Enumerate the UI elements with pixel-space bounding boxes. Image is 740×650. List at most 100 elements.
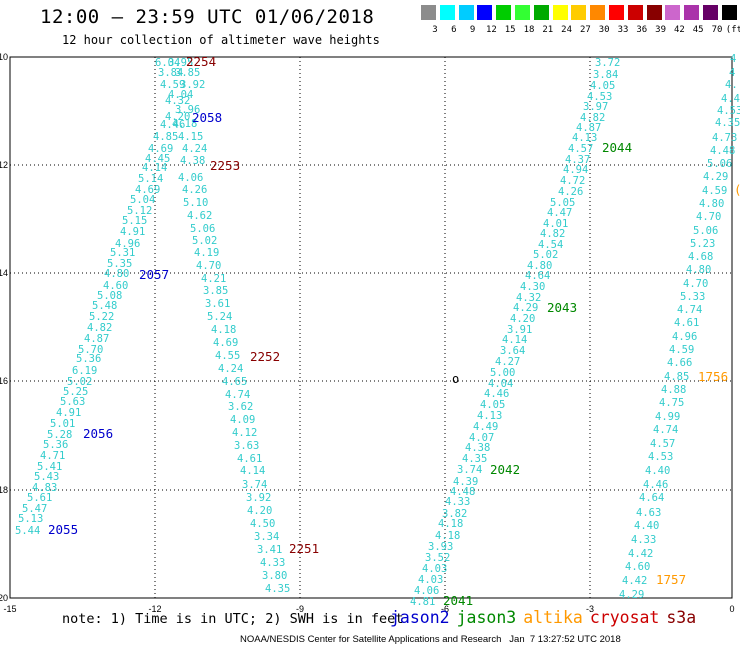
pass-time-label: 1757 [656, 572, 686, 587]
wave-height-value: 5.02 [192, 235, 217, 247]
pass-time-label: 2252 [250, 349, 280, 364]
wave-height-value: 5.63 [60, 396, 85, 408]
color-scale-label: 6 [451, 25, 457, 35]
wave-height-value: 4.13 [572, 132, 597, 144]
pass-time-label: 2055 [48, 522, 78, 537]
wave-height-value: 4.61 [237, 453, 262, 465]
wave-height-value: 5.14 [138, 173, 163, 185]
wave-height-value: 4.53 [648, 451, 673, 463]
color-scale-label: 18 [523, 25, 535, 35]
wave-height-value: 4.26 [558, 186, 583, 198]
color-swatch [590, 5, 606, 20]
wave-height-value: 4.65 [222, 376, 247, 388]
wave-height-value: 4.18 [435, 530, 460, 542]
wave-height-value: 4.29 [703, 171, 728, 183]
wave-height-value: 5.41 [37, 461, 62, 473]
longitude-tick-label: -15 [3, 604, 16, 614]
latitude-tick-label: 20 [0, 593, 8, 603]
wave-height-value: 3.92 [246, 492, 271, 504]
pass-time-label: 2042 [490, 462, 520, 477]
wave-height-value: 4.96 [672, 331, 697, 343]
wave-height-value: 4.85 [153, 131, 178, 143]
wave-height-value: 5.28 [47, 429, 72, 441]
wave-height-value: 4.73 [712, 132, 737, 144]
wave-height-value: 5.00 [490, 367, 515, 379]
wave-height-value: 4.35 [715, 117, 740, 129]
wave-height-value: 4.20 [510, 313, 535, 325]
wave-height-value: 3.85 [203, 285, 228, 297]
wave-height-value: 4.40 [645, 465, 670, 477]
color-scale-label: 30 [598, 25, 610, 35]
wave-height-value: 5.48 [92, 300, 117, 312]
color-swatch [533, 5, 549, 20]
legend-entry: cryosat [589, 608, 660, 627]
wave-height-value: 4.74 [225, 389, 250, 401]
wave-height-value: 3.74 [457, 464, 482, 476]
wave-height-value: 4.37 [565, 154, 590, 166]
wave-height-value: 4.09 [230, 414, 255, 426]
wave-height-value: 4.83 [32, 482, 57, 494]
wave-height-value: 4.35 [265, 583, 290, 595]
cursor-marker: o [452, 372, 459, 386]
wave-height-value: 4.14 [240, 465, 265, 477]
wave-height-value: 4.61 [674, 317, 699, 329]
wave-height-value: 4.99 [655, 411, 680, 423]
wave-height-value: 4.18 [211, 324, 236, 336]
wave-height-value: 4.46 [643, 479, 668, 491]
wave-height-value: 4.03 [418, 574, 443, 586]
wave-height-value: 4.94 [563, 164, 588, 176]
latitude-tick-label: 18 [0, 485, 8, 495]
wave-height-value: 4.62 [187, 210, 212, 222]
wave-height-value: 3.97 [583, 101, 608, 113]
wave-height-value: 4.21 [201, 273, 226, 285]
wave-height-value: 6.04 [155, 57, 180, 69]
wave-height-value: 4.47 [547, 207, 572, 219]
wave-height-value: 4.06 [178, 172, 203, 184]
axis-ticks: -15 -12 -9 -6 -3 0 10 12 14 16 18 20 [0, 52, 735, 614]
wave-height-value: 4 [730, 53, 736, 65]
wave-height-value: 4.60 [103, 280, 128, 292]
wave-height-value: 4.72 [560, 175, 585, 187]
wave-height-value: 5.15 [122, 215, 147, 227]
wave-height-value: 4.07 [469, 432, 494, 444]
wave-height-value: 4.33 [445, 496, 470, 508]
wave-height-value: 4 [729, 67, 735, 79]
wave-height-value: 5.35 [107, 258, 132, 270]
wave-height-value: 3.95 [168, 57, 193, 69]
wave-height-value: 4.49 [473, 421, 498, 433]
longitude-tick-label: -3 [586, 604, 594, 614]
wave-height-value: 4.46 [484, 388, 509, 400]
color-swatch [421, 5, 436, 20]
wave-height-value: 5.22 [89, 311, 114, 323]
wave-height-value: 3.85 [175, 67, 200, 79]
wave-height-value: 6.19 [72, 365, 97, 377]
wave-height-value: 4.38 [180, 155, 205, 167]
lat-lon-grid [10, 57, 732, 598]
wave-height-value: 3.82 [442, 508, 467, 520]
pass-time-label: 2058 [192, 110, 222, 125]
wave-height-value: 4.96 [115, 238, 140, 250]
pass-time-label: 2254 [186, 54, 216, 69]
wave-height-value: 3.52 [425, 552, 450, 564]
wave-height-value: 3.92 [180, 79, 205, 91]
wave-height-value: 5.47 [22, 503, 47, 515]
wave-height-value: 4.39 [453, 476, 478, 488]
color-scale-label: 15 [504, 25, 516, 35]
wave-height-value: 4.33 [260, 557, 285, 569]
wave-height-value: 4.12 [232, 427, 257, 439]
pass-time-label: 2041 [443, 593, 473, 608]
wave-height-value: 4.82 [87, 322, 112, 334]
wave-height-value: 4.80 [699, 198, 724, 210]
color-scale-label: 45 [692, 25, 704, 35]
pass-time-label: 1756 [698, 369, 728, 384]
wave-height-value: 4.53 [717, 105, 740, 117]
color-scale-label: 33 [617, 25, 629, 35]
color-scale-label: 24 [561, 25, 573, 35]
wave-height-value: 4.50 [250, 518, 275, 530]
pass-time-label: 2056 [83, 426, 113, 441]
wave-height-value: 4.53 [587, 91, 612, 103]
wave-height-value: 3.72 [595, 57, 620, 69]
wave-height-value: 4.04 [168, 89, 193, 101]
wave-height-value: 4.66 [667, 357, 692, 369]
